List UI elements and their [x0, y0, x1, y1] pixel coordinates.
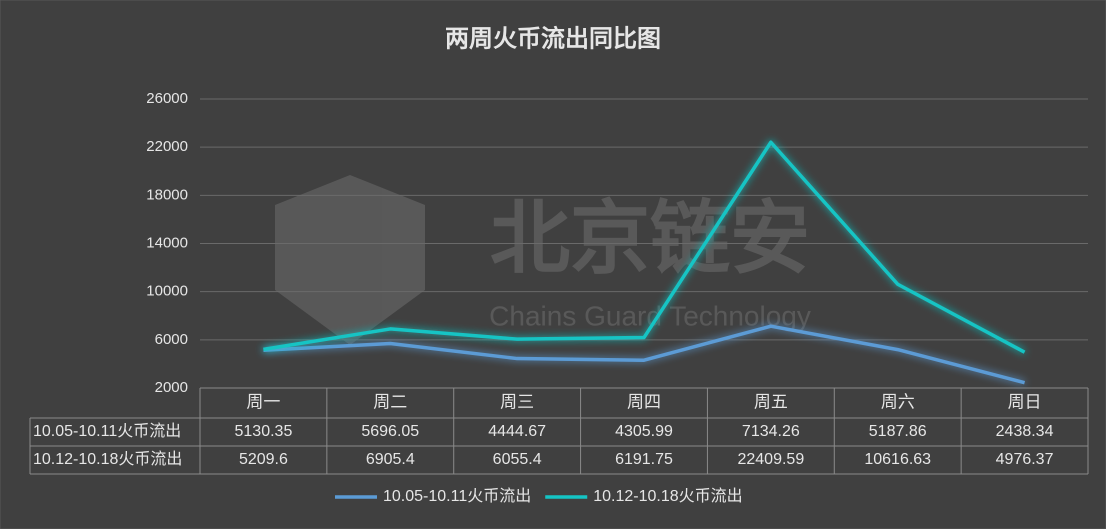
x-tick-label: 周二 — [373, 392, 407, 411]
table-cell: 5187.86 — [869, 423, 927, 440]
table-cell: 4976.37 — [996, 451, 1054, 468]
table-row-label: 10.05-10.11火币流出 — [33, 422, 181, 440]
series-line — [263, 140, 1026, 354]
y-tick-label: 6000 — [155, 331, 188, 348]
table-cell: 10616.63 — [864, 451, 931, 468]
y-tick-label: 26000 — [146, 90, 188, 107]
table-cell: 22409.59 — [737, 451, 804, 468]
watermark-logo — [275, 175, 425, 345]
y-tick-label: 10000 — [146, 283, 188, 300]
x-tick-label: 周三 — [500, 392, 534, 411]
x-tick-label: 周六 — [881, 392, 915, 411]
table-cell: 6905.4 — [366, 451, 415, 468]
watermark-text: 北京链安 — [490, 194, 810, 283]
table-cell: 7134.26 — [742, 423, 800, 440]
y-tick-label: 14000 — [146, 234, 188, 251]
y-tick-label: 22000 — [146, 138, 188, 155]
y-tick-label: 2000 — [155, 379, 188, 396]
table-row-label: 10.12-10.18火币流出 — [33, 450, 182, 468]
x-tick-label: 周五 — [754, 392, 788, 411]
table-cell: 5696.05 — [361, 423, 419, 440]
series-line — [263, 324, 1026, 385]
chart-title: 两周火币流出同比图 — [445, 25, 661, 52]
legend-label: 10.05-10.11火币流出 — [383, 487, 531, 505]
table-cell: 5130.35 — [235, 423, 293, 440]
table-cell: 2438.34 — [996, 423, 1054, 440]
x-tick-label: 周一 — [246, 392, 280, 411]
x-tick-label: 周日 — [1008, 392, 1042, 411]
legend-label: 10.12-10.18火币流出 — [593, 487, 742, 505]
table-cell: 4305.99 — [615, 423, 673, 440]
table-cell: 6055.4 — [493, 451, 542, 468]
table-cell: 5209.6 — [239, 451, 288, 468]
y-tick-label: 18000 — [146, 186, 188, 203]
watermark: 北京链安 Chains Guard Technology — [275, 175, 811, 345]
x-tick-label: 周四 — [627, 392, 661, 411]
table-cell: 6191.75 — [615, 451, 673, 468]
table-cell: 4444.67 — [488, 423, 546, 440]
